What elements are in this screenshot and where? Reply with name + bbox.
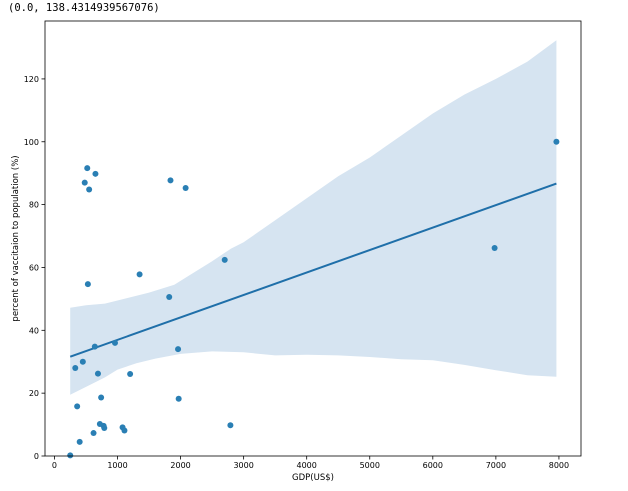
- data-point: [553, 138, 560, 145]
- x-tick-label: 1000: [107, 461, 127, 470]
- data-point: [175, 346, 182, 353]
- y-tick-label: 100: [24, 138, 39, 147]
- data-point: [74, 403, 81, 410]
- data-point: [136, 271, 143, 278]
- data-point: [182, 184, 189, 191]
- data-point: [167, 177, 174, 184]
- data-point: [91, 343, 98, 350]
- data-point: [72, 365, 79, 372]
- data-point: [84, 165, 91, 172]
- data-point: [101, 425, 108, 432]
- data-point: [111, 339, 118, 346]
- data-point: [86, 186, 93, 193]
- data-point: [81, 179, 88, 186]
- data-point: [166, 293, 173, 300]
- plot-frame: [44, 20, 582, 457]
- x-axis-label: GDP(US$): [292, 473, 334, 483]
- data-point: [491, 244, 498, 251]
- data-point: [92, 170, 99, 177]
- data-point: [127, 370, 134, 377]
- x-tick-label: 2000: [170, 461, 190, 470]
- x-tick-label: 3000: [233, 461, 253, 470]
- data-point: [121, 427, 128, 434]
- data-point: [79, 358, 86, 365]
- regression-line: [69, 182, 557, 358]
- y-tick-label: 40: [29, 326, 39, 335]
- y-tick-label: 0: [34, 452, 39, 461]
- y-tick-label: 120: [24, 75, 39, 84]
- y-tick-label: 80: [29, 201, 39, 210]
- x-tick-label: 6000: [423, 461, 443, 470]
- data-point: [84, 281, 91, 288]
- x-tick-label: 7000: [486, 461, 506, 470]
- x-tick-label: 8000: [549, 461, 569, 470]
- x-tick-label: 4000: [297, 461, 317, 470]
- y-tick-label: 60: [29, 263, 39, 272]
- data-point: [221, 256, 228, 263]
- data-point: [227, 422, 234, 429]
- data-point: [67, 452, 74, 459]
- x-tick-label: 5000: [360, 461, 380, 470]
- data-point: [98, 394, 105, 401]
- y-tick-label: 20: [29, 389, 39, 398]
- x-tick-label: 0: [52, 461, 57, 470]
- y-axis-label: percent of vaccitaion to population (%): [11, 155, 21, 321]
- data-point: [175, 395, 182, 402]
- confidence-band: [70, 40, 557, 395]
- data-point: [76, 438, 83, 445]
- data-point: [94, 370, 101, 377]
- cell-output-text: (0.0, 138.4314939567076): [8, 2, 160, 14]
- data-point: [90, 430, 97, 437]
